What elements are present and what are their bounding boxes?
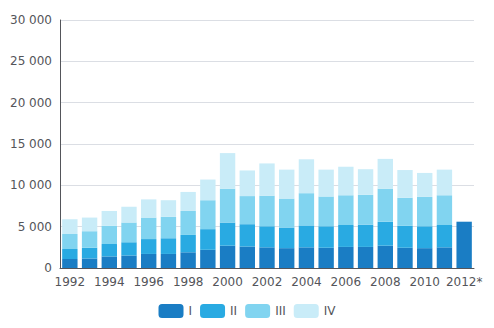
svg-text:2012*: 2012* (446, 275, 483, 289)
svg-text:2004: 2004 (291, 275, 322, 289)
svg-text:20 000: 20 000 (10, 96, 52, 110)
svg-text:10 000: 10 000 (10, 178, 52, 192)
svg-text:1994: 1994 (94, 275, 125, 289)
svg-text:1998: 1998 (173, 275, 204, 289)
svg-text:IV: IV (324, 304, 337, 318)
svg-text:2006: 2006 (331, 275, 362, 289)
svg-text:15 000: 15 000 (10, 137, 52, 151)
svg-text:0: 0 (44, 261, 52, 275)
svg-text:1996: 1996 (133, 275, 164, 289)
svg-text:III: III (275, 304, 286, 318)
svg-text:2008: 2008 (370, 275, 401, 289)
svg-text:I: I (189, 304, 193, 318)
svg-text:2010: 2010 (409, 275, 440, 289)
svg-text:25 000: 25 000 (10, 54, 52, 68)
svg-text:30 000: 30 000 (10, 13, 52, 27)
svg-text:2000: 2000 (212, 275, 243, 289)
svg-text:II: II (230, 304, 237, 318)
svg-text:1992: 1992 (55, 275, 86, 289)
svg-text:2002: 2002 (252, 275, 283, 289)
svg-text:5 000: 5 000 (18, 220, 52, 234)
